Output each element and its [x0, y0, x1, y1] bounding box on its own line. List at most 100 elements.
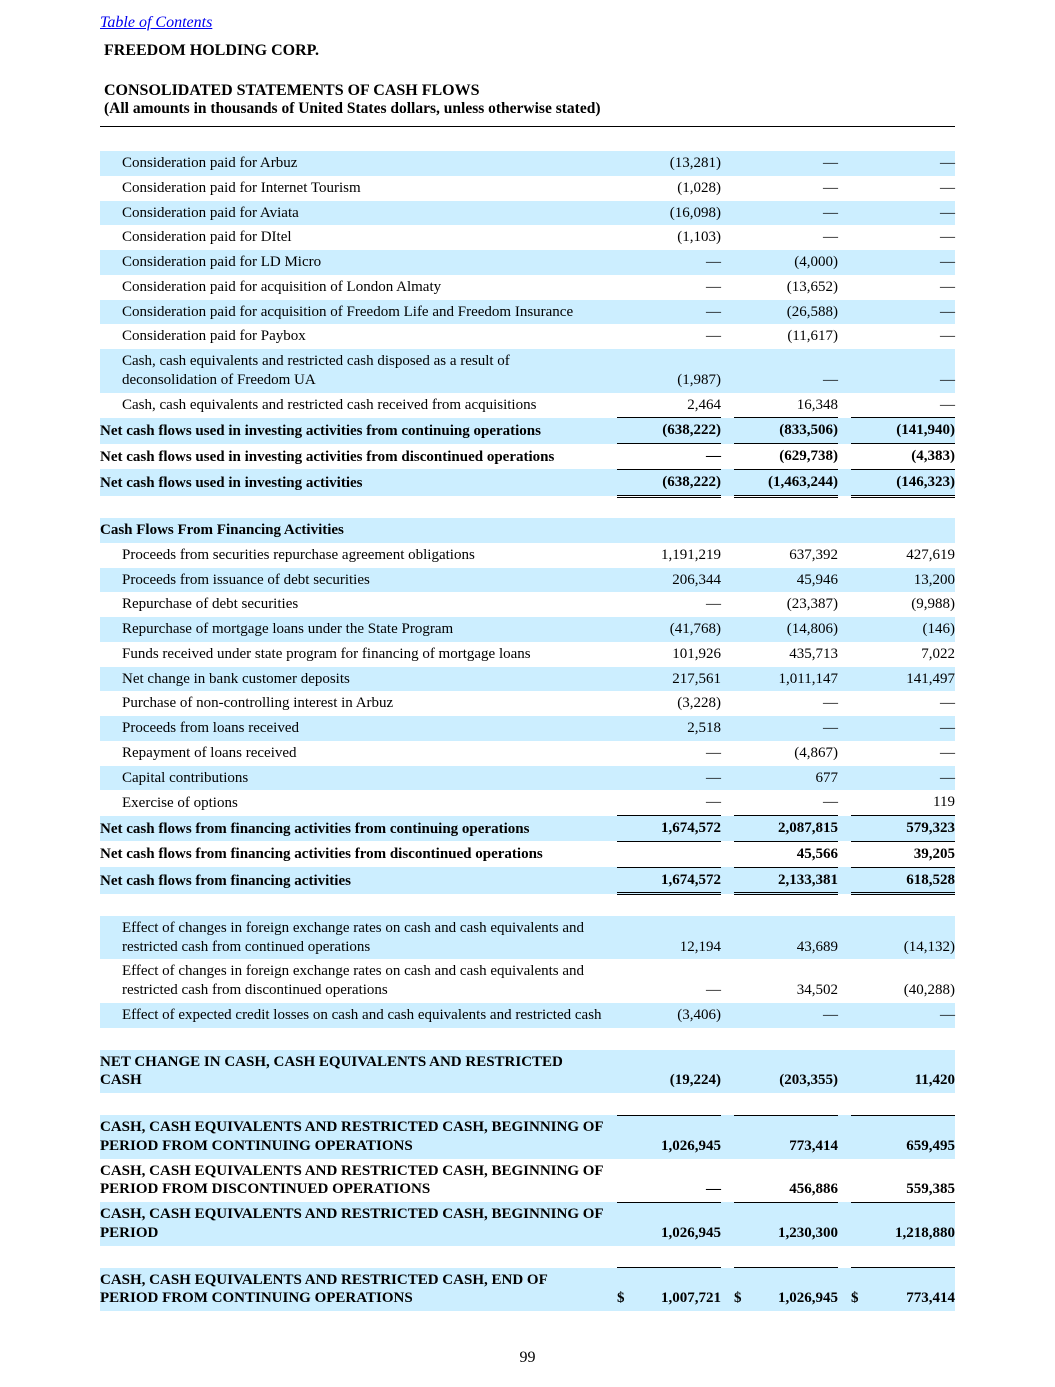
- table-row: Purchase of non-controlling interest in …: [100, 691, 955, 716]
- row-label: Funds received under state program for f…: [122, 645, 531, 662]
- spacer-row: [100, 1093, 955, 1116]
- dollar-sign: $: [851, 1290, 859, 1307]
- value-cell: (40,288): [903, 982, 955, 998]
- value-cell: 677: [815, 769, 839, 786]
- value-cell: (4,867): [794, 744, 838, 761]
- table-row: Net cash flows from financing activities…: [100, 815, 955, 842]
- value-cell: [617, 840, 721, 867]
- value-cell: 1,026,945: [617, 1201, 721, 1246]
- value-cell: (13,281): [669, 155, 721, 171]
- dollar-sign: $: [734, 1290, 742, 1307]
- row-label: Net change in bank customer deposits: [122, 670, 350, 687]
- row-label: Net cash flows used in investing activit…: [100, 475, 363, 492]
- table-of-contents-link[interactable]: Table of Contents: [100, 14, 213, 31]
- value-cell: —: [940, 229, 955, 246]
- value-cell: 1,674,572: [617, 815, 721, 842]
- value-cell: [617, 1245, 721, 1268]
- row-label: Consideration paid for Aviata: [122, 204, 299, 221]
- value-cell: —: [823, 204, 838, 221]
- row-label: Net cash flows used in investing activit…: [100, 422, 541, 439]
- row-label: Net cash flows from financing activities: [100, 873, 351, 889]
- value-cell: 618,528: [851, 866, 955, 896]
- row-label: Consideration paid for DItel: [122, 229, 292, 246]
- row-label: Cash, cash equivalents and restricted ca…: [122, 353, 510, 388]
- table-row: Effect of changes in foreign exchange ra…: [100, 959, 955, 1003]
- row-label: Cash Flows From Financing Activities: [100, 522, 344, 538]
- company-name: FREEDOM HOLDING CORP.: [104, 42, 319, 59]
- value-cell: [617, 1093, 721, 1116]
- table-row: Proceeds from loans received 2,518 — —: [100, 716, 955, 741]
- value-cell: —: [940, 371, 955, 388]
- row-label: Cash, cash equivalents and restricted ca…: [122, 397, 537, 413]
- spacer-row: [100, 1245, 955, 1268]
- table-row: Net change in bank customer deposits 217,…: [100, 666, 955, 692]
- value-cell: (11,617): [787, 328, 838, 345]
- value-cell: —: [706, 794, 721, 811]
- value-cell: 773,414: [789, 1137, 838, 1154]
- value-cell: [851, 518, 955, 543]
- value-cell: —: [823, 371, 838, 388]
- value-cell: [851, 894, 955, 916]
- toc-line: Table of Contents: [100, 14, 955, 32]
- table-row: Cash, cash equivalents and restricted ca…: [100, 393, 955, 418]
- table-row: Net cash flows from financing activities…: [100, 840, 955, 867]
- cash-flow-table: Consideration paid for Arbuz (13,281) — — Co…: [100, 151, 955, 1311]
- table-row: Funds received under state program for f…: [100, 642, 955, 667]
- value-cell: —: [823, 179, 838, 196]
- value-cell: 45,566: [734, 840, 838, 867]
- value-cell: —: [823, 1006, 838, 1023]
- value-cell: 2,133,381: [734, 866, 838, 896]
- value-cell: (141,940): [851, 417, 955, 444]
- value-cell: —: [706, 303, 721, 320]
- value-cell: —: [823, 229, 838, 246]
- value-cell: —: [940, 328, 955, 345]
- cash-flow-table-body: Consideration paid for Arbuz (13,281) — — Co…: [100, 151, 955, 1311]
- row-label: Net cash flows from financing activities…: [100, 846, 543, 863]
- value-cell: (23,387): [786, 596, 838, 613]
- value-cell: 2,087,815: [734, 815, 838, 842]
- value-cell: —: [940, 769, 955, 786]
- value-cell: (14,132): [903, 938, 955, 955]
- row-label: Proceeds from loans received: [122, 720, 300, 736]
- row-label: [100, 496, 604, 518]
- value-cell: [851, 1028, 955, 1050]
- value-cell: 16,348: [796, 396, 838, 413]
- value-cell: 45,946: [796, 571, 838, 588]
- value-cell: (146,323): [851, 468, 955, 498]
- row-label: Purchase of non-controlling interest in …: [122, 695, 394, 712]
- table-row: Cash Flows From Financing Activities: [100, 518, 955, 543]
- row-label: Proceeds from securities repurchase agre…: [122, 546, 475, 563]
- value-cell: 101,926: [672, 645, 721, 662]
- dollar-sign: $: [617, 1290, 625, 1307]
- value-cell: $1,026,945: [734, 1290, 838, 1307]
- row-label: Proceeds from issuance of debt securitie…: [122, 571, 370, 588]
- row-label: CASH, CASH EQUIVALENTS AND RESTRICTED CA…: [100, 1206, 604, 1241]
- table-row: Repayment of loans received — (4,867) —: [100, 741, 955, 766]
- row-label: Repurchase of debt securities: [122, 596, 299, 613]
- value-cell: (41,768): [669, 621, 721, 637]
- value-cell: —: [706, 328, 721, 345]
- value-cell: $773,414: [851, 1290, 955, 1307]
- value-cell: (13,652): [786, 278, 838, 295]
- row-label: Net cash flows used in investing activit…: [100, 448, 555, 465]
- table-row: Net cash flows used in investing activit…: [100, 468, 955, 498]
- row-label: CASH, CASH EQUIVALENTS AND RESTRICTED CA…: [100, 1119, 604, 1154]
- value-cell: [851, 1245, 955, 1268]
- value-cell: 1,191,219: [661, 546, 721, 563]
- value-cell: (4,383): [851, 443, 955, 470]
- value-cell: —: [823, 794, 838, 811]
- row-label: Effect of changes in foreign exchange ra…: [122, 963, 585, 998]
- table-row: Repurchase of mortgage loans under the S…: [100, 617, 955, 642]
- row-label: Effect of changes in foreign exchange ra…: [122, 919, 585, 955]
- table-row: Consideration paid for acquisition of Fr…: [100, 299, 955, 325]
- row-label: Consideration paid for LD Micro: [122, 254, 322, 270]
- row-label: Consideration paid for Internet Tourism: [122, 179, 361, 196]
- table-row: Consideration paid for Paybox — (11,617) —: [100, 324, 955, 349]
- table-row: Net cash flows used in investing activit…: [100, 443, 955, 470]
- table-row: Consideration paid for Aviata (16,098) — —: [100, 200, 955, 226]
- value-cell: (9,988): [911, 596, 955, 613]
- value-cell: 7,022: [921, 645, 955, 662]
- spacer-row: [100, 894, 955, 916]
- value-cell: [734, 518, 838, 543]
- value-cell: 119: [933, 794, 955, 811]
